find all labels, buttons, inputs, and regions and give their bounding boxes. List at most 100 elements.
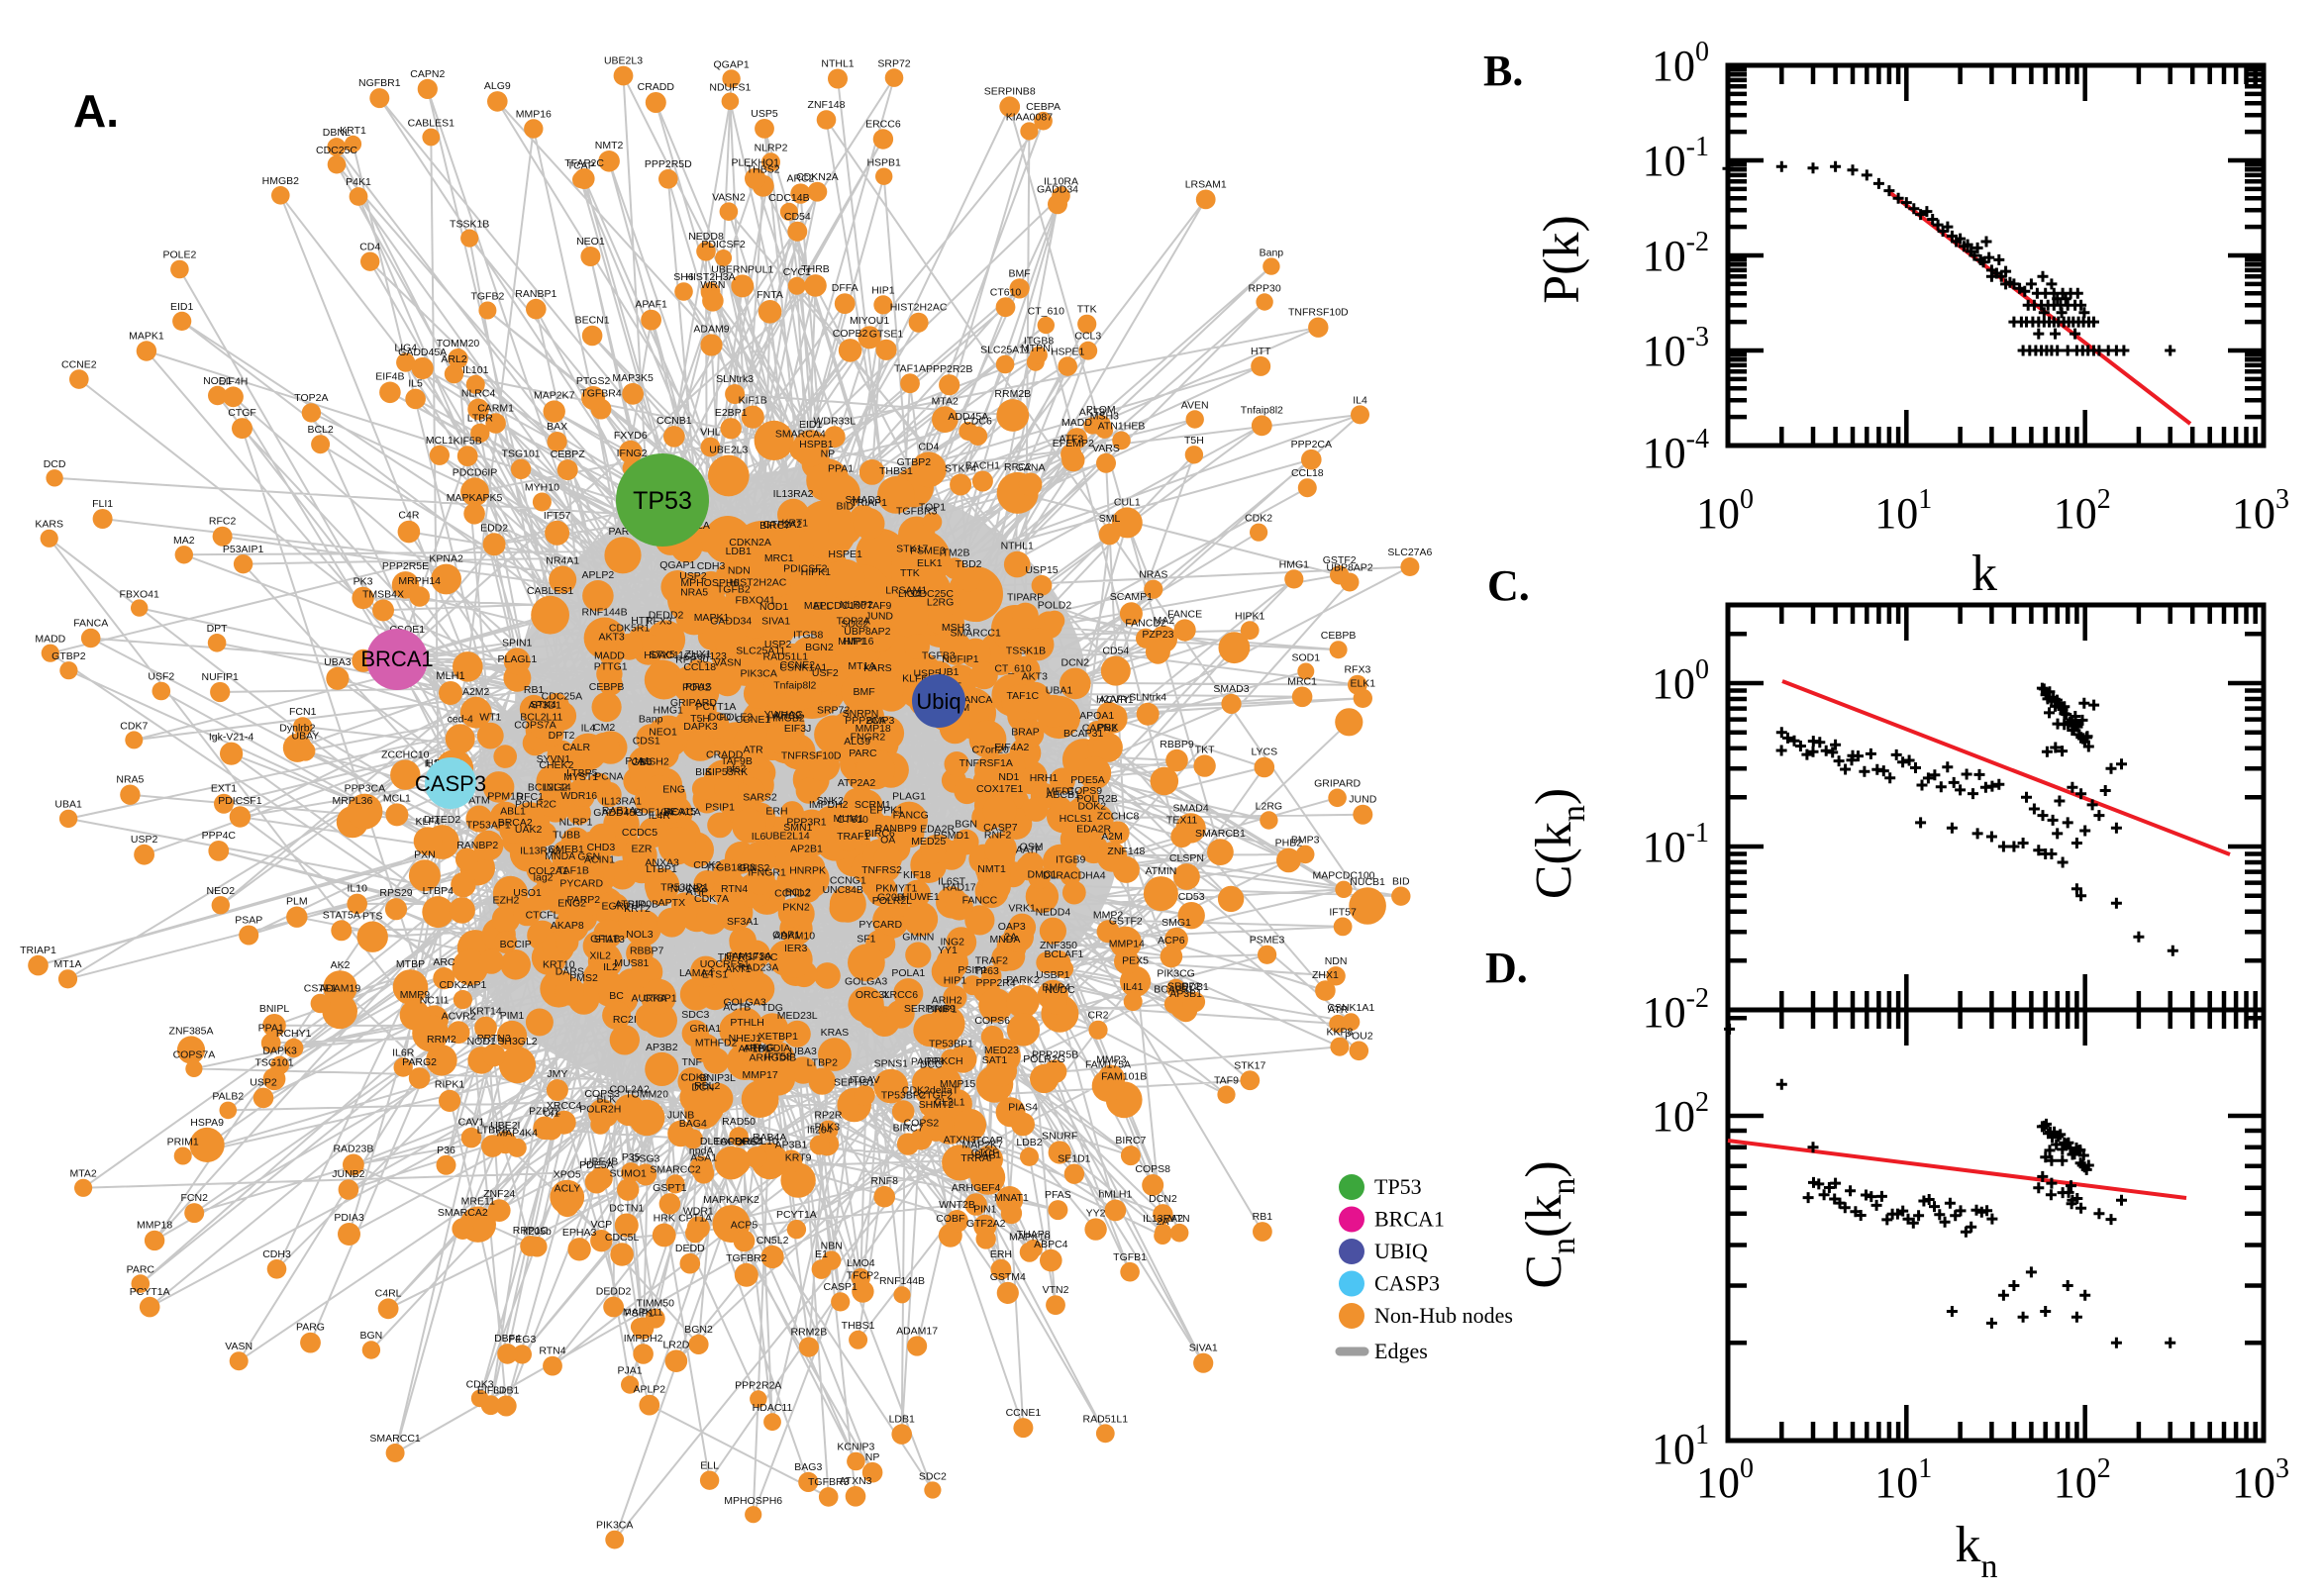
svg-text:BRIP1: BRIP1 <box>927 1004 958 1016</box>
svg-text:C(kn): C(kn) <box>1526 788 1592 899</box>
svg-text:BAG4: BAG4 <box>679 1118 707 1130</box>
svg-text:HIP1: HIP1 <box>843 636 866 648</box>
svg-text:AP3D1: AP3D1 <box>529 699 561 711</box>
svg-text:CEBPZ: CEBPZ <box>551 449 586 460</box>
svg-text:TCAP: TCAP <box>975 1135 1003 1147</box>
svg-text:XETBP1: XETBP1 <box>758 1031 798 1043</box>
svg-text:GOLGA3: GOLGA3 <box>845 975 887 987</box>
svg-text:CCNB1: CCNB1 <box>656 415 692 427</box>
svg-text:TRIAP1: TRIAP1 <box>20 945 56 956</box>
svg-text:NR4A1: NR4A1 <box>546 555 579 567</box>
svg-text:PIM1: PIM1 <box>500 1010 525 1022</box>
svg-text:SMARCA4: SMARCA4 <box>775 429 826 441</box>
svg-text:RAD51L1: RAD51L1 <box>1083 1414 1129 1426</box>
svg-text:PCYT1A: PCYT1A <box>696 701 737 713</box>
svg-text:B.: B. <box>1483 47 1523 95</box>
svg-text:NRA5: NRA5 <box>680 587 708 599</box>
svg-text:MED25: MED25 <box>911 836 946 848</box>
svg-text:C.: C. <box>1487 561 1530 610</box>
svg-text:GSTM4: GSTM4 <box>990 1271 1026 1283</box>
svg-text:SEPHS1: SEPHS1 <box>834 1077 875 1089</box>
svg-text:PARP2: PARP2 <box>566 894 600 906</box>
svg-text:UBE2I: UBE2I <box>490 1120 520 1132</box>
svg-text:L2RG: L2RG <box>927 596 954 608</box>
svg-text:L2RG: L2RG <box>1256 800 1282 812</box>
svg-text:HIST2H2AC: HIST2H2AC <box>730 577 787 589</box>
svg-text:COPS8: COPS8 <box>1135 1163 1170 1175</box>
svg-text:LTBP5: LTBP5 <box>566 767 597 779</box>
svg-text:CDC14B: CDC14B <box>768 192 809 204</box>
svg-text:LRSAM1: LRSAM1 <box>885 585 927 597</box>
svg-text:THAP8: THAP8 <box>1017 1229 1051 1241</box>
svg-text:RB1: RB1 <box>524 684 545 696</box>
svg-text:TP53INP1: TP53INP1 <box>660 881 709 893</box>
svg-text:PPA1: PPA1 <box>258 1022 284 1034</box>
svg-text:USP2: USP2 <box>250 1077 277 1089</box>
svg-text:CSTF1: CSTF1 <box>304 983 337 995</box>
svg-text:CUL1: CUL1 <box>1114 496 1141 508</box>
svg-text:GRIPARD: GRIPARD <box>670 697 717 709</box>
svg-text:TNF: TNF <box>681 1056 701 1068</box>
svg-text:FANCG: FANCG <box>893 810 929 822</box>
svg-text:ARHGEF4: ARHGEF4 <box>952 1182 1001 1194</box>
svg-text:CCDC5: CCDC5 <box>622 827 657 839</box>
svg-text:LTBP2: LTBP2 <box>807 1056 838 1068</box>
svg-text:Banp: Banp <box>639 713 663 725</box>
svg-text:PTGS2: PTGS2 <box>576 375 611 387</box>
svg-text:CABLES1: CABLES1 <box>527 585 573 597</box>
svg-text:Non-Hub nodes: Non-Hub nodes <box>1374 1303 1513 1328</box>
svg-text:LDB1: LDB1 <box>889 1413 915 1425</box>
svg-text:VASN: VASN <box>225 1341 252 1352</box>
svg-text:UBA1: UBA1 <box>1046 685 1073 697</box>
svg-text:MSH3: MSH3 <box>1090 410 1119 422</box>
svg-text:NOD1: NOD1 <box>759 601 788 613</box>
svg-text:RPP30: RPP30 <box>1248 282 1280 294</box>
svg-text:IL10: IL10 <box>347 883 367 895</box>
svg-text:E1: E1 <box>815 1248 828 1260</box>
svg-text:NTHL1: NTHL1 <box>821 58 854 70</box>
svg-text:RB1: RB1 <box>1253 1211 1273 1223</box>
svg-text:UI1: UI1 <box>544 1108 560 1120</box>
svg-text:TP53: TP53 <box>633 487 692 515</box>
svg-text:GTF2A2: GTF2A2 <box>762 519 802 531</box>
svg-text:YWHAG: YWHAG <box>764 709 804 721</box>
svg-text:GADD45A: GADD45A <box>398 347 447 358</box>
svg-text:HSPB1: HSPB1 <box>866 157 901 169</box>
svg-text:CDK7A: CDK7A <box>694 893 729 905</box>
svg-text:TP53BP2: TP53BP2 <box>881 1089 926 1101</box>
svg-text:CDH3: CDH3 <box>262 1248 291 1260</box>
svg-text:BCAP31: BCAP31 <box>1154 984 1193 996</box>
svg-text:LDB1: LDB1 <box>726 546 752 557</box>
svg-text:USP2: USP2 <box>764 639 792 650</box>
svg-text:BGN2: BGN2 <box>805 642 834 653</box>
svg-text:IL5: IL5 <box>408 378 423 390</box>
svg-text:NLRP2: NLRP2 <box>840 599 873 611</box>
svg-text:TAF9: TAF9 <box>1214 1075 1239 1087</box>
svg-text:C1orf123: C1orf123 <box>684 650 727 662</box>
svg-text:E2BP1: E2BP1 <box>715 407 748 419</box>
svg-text:RAD51L1: RAD51L1 <box>763 650 809 662</box>
svg-text:SERPINB9: SERPINB9 <box>904 1003 956 1015</box>
svg-text:THBS1: THBS1 <box>879 465 913 477</box>
svg-text:TGFBR2: TGFBR2 <box>726 1252 767 1264</box>
svg-text:KRT14: KRT14 <box>469 1006 502 1018</box>
svg-text:IL101: IL101 <box>462 364 488 376</box>
svg-text:KRT10: KRT10 <box>543 959 575 971</box>
svg-text:PK3: PK3 <box>354 576 373 588</box>
svg-text:CCL3: CCL3 <box>1074 331 1101 343</box>
svg-text:NRAS: NRAS <box>1139 569 1167 581</box>
svg-text:KIF5B: KIF5B <box>454 435 482 447</box>
svg-text:lag2: lag2 <box>534 872 554 884</box>
svg-text:POLD2: POLD2 <box>1038 600 1072 612</box>
svg-text:ATRIP: ATRIP <box>615 899 645 911</box>
svg-text:ASA1: ASA1 <box>690 1151 717 1163</box>
svg-text:KARS: KARS <box>863 662 892 674</box>
svg-text:MRPH14: MRPH14 <box>398 575 441 587</box>
svg-text:WRN: WRN <box>700 279 725 291</box>
svg-text:CM2: CM2 <box>593 722 615 734</box>
svg-text:PSAP: PSAP <box>235 915 262 927</box>
svg-text:CRADD: CRADD <box>638 81 675 93</box>
svg-text:MT1A: MT1A <box>53 958 81 970</box>
svg-text:GOLGA3: GOLGA3 <box>724 997 766 1009</box>
svg-text:npdA: npdA <box>689 1146 714 1157</box>
